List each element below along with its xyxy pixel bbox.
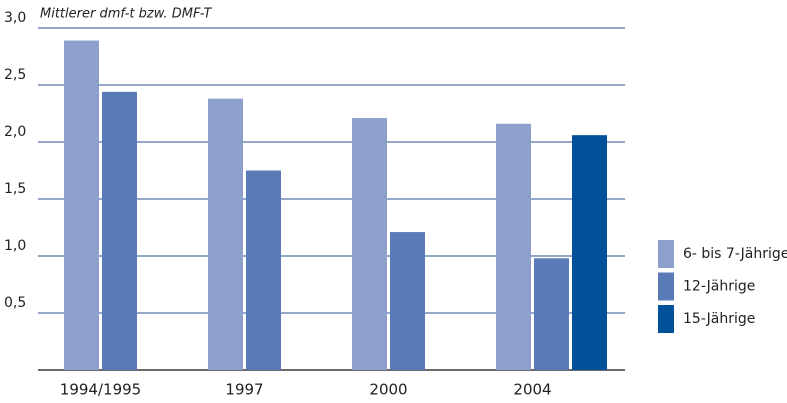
x-tick-label: 2004 (513, 381, 551, 399)
bar (572, 135, 607, 370)
x-tick-label: 1997 (225, 381, 263, 399)
bar (390, 232, 425, 370)
legend-swatch (658, 272, 674, 301)
bar (102, 91, 137, 370)
y-tick-label: 2,0 (4, 124, 26, 140)
y-tick-label: 0,5 (4, 295, 26, 311)
legend-swatch (658, 305, 674, 333)
bar (208, 98, 243, 371)
bar (246, 170, 281, 370)
legend-label: 15-Jährige (683, 311, 755, 327)
bar (352, 118, 387, 370)
bar (534, 258, 569, 370)
x-tick-label: 1994/1995 (60, 381, 141, 399)
y-axis-label: Mittlerer dmf-t bzw. DMF-T (40, 7, 213, 22)
y-tick-label: 2,5 (4, 67, 26, 83)
x-tick-label: 2000 (369, 381, 407, 399)
legend-label: 12-Jährige (683, 279, 755, 295)
y-tick-label: 3,0 (4, 10, 26, 26)
bar (496, 123, 531, 370)
y-tick-label: 1,5 (4, 181, 26, 197)
y-tick-label: 1,0 (4, 238, 26, 254)
legend-label: 6- bis 7-Jährige (683, 246, 787, 262)
bar (64, 40, 99, 370)
legend-swatch (658, 240, 674, 268)
